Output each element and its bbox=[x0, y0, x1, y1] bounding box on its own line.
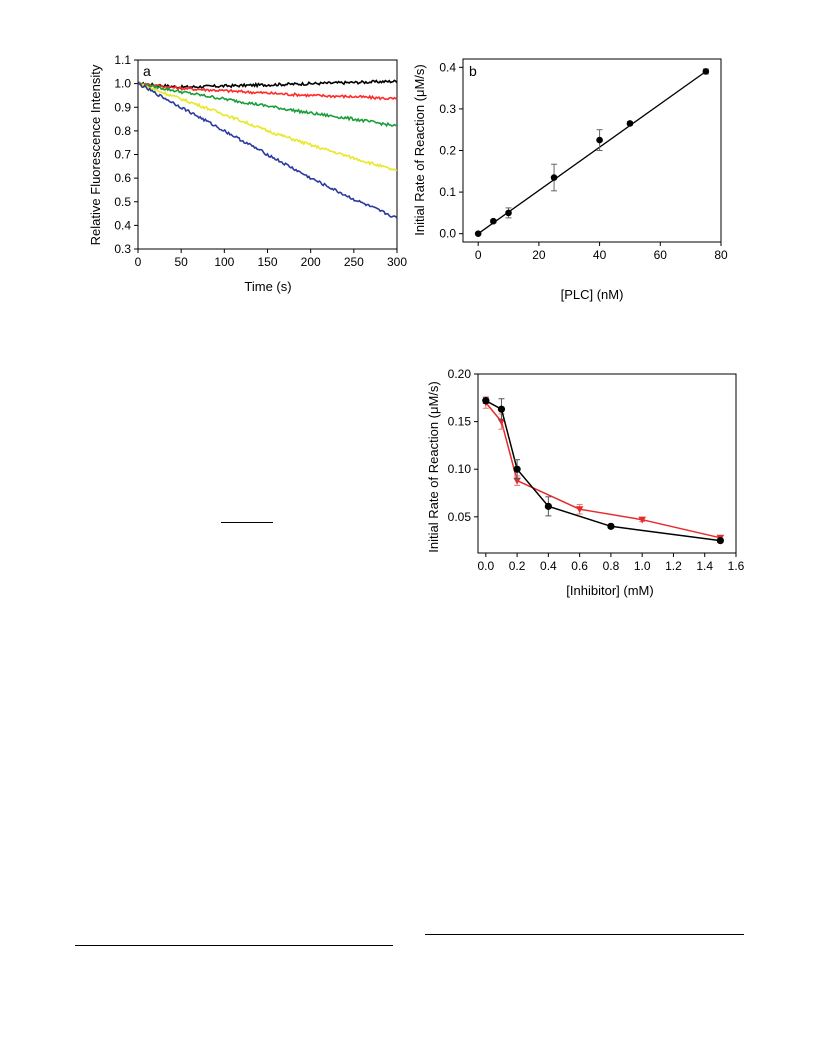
y-tick-label: 0.3 bbox=[114, 242, 131, 256]
x-tick-label: 1.0 bbox=[634, 559, 651, 573]
data-point bbox=[474, 230, 482, 237]
divider-bottom-right bbox=[425, 934, 744, 935]
x-tick-label: 1.4 bbox=[696, 559, 713, 573]
x-tick-label: 100 bbox=[214, 255, 234, 269]
x-tick-label: 0.8 bbox=[603, 559, 620, 573]
y-tick-label: 0.9 bbox=[114, 100, 131, 114]
y-tick-label: 0.0 bbox=[439, 227, 456, 241]
x-axis-label: Time (s) bbox=[244, 279, 291, 294]
y-tick-label: 0.8 bbox=[114, 124, 131, 138]
data-point bbox=[702, 68, 710, 75]
trace-line-4 bbox=[137, 82, 398, 219]
data-point bbox=[497, 405, 506, 413]
x-tick-group: 0 50 100 150 200 250 300 bbox=[135, 249, 407, 269]
x-tick-label: 20 bbox=[532, 248, 546, 262]
data-point bbox=[544, 502, 552, 510]
y-tick-label: 1.0 bbox=[114, 77, 131, 91]
y-tick-group: 0.0 0.1 0.2 0.3 0.4 bbox=[439, 60, 463, 241]
plot-frame bbox=[477, 373, 737, 554]
x-tick-label: 0 bbox=[135, 255, 142, 269]
y-tick-label: 0.4 bbox=[114, 218, 131, 232]
x-axis-label: [PLC] (nM) bbox=[561, 287, 624, 302]
y-tick-label: 0.3 bbox=[439, 102, 456, 116]
y-tick-label: 0.6 bbox=[114, 171, 131, 185]
data-point bbox=[550, 174, 558, 181]
y-tick-label: 0.20 bbox=[448, 367, 472, 381]
series-group bbox=[474, 68, 710, 237]
x-tick-label: 0.0 bbox=[477, 559, 494, 573]
data-point bbox=[482, 397, 490, 405]
x-tick-label: 50 bbox=[174, 255, 188, 269]
data-point bbox=[596, 136, 603, 144]
y-tick-label: 0.1 bbox=[439, 185, 456, 199]
x-tick-label: 0.6 bbox=[571, 559, 588, 573]
fit-line bbox=[477, 70, 707, 235]
x-tick-label: 0.2 bbox=[509, 559, 526, 573]
y-tick-label: 0.10 bbox=[448, 462, 472, 476]
series-line-1 bbox=[485, 402, 721, 539]
data-point bbox=[607, 522, 615, 530]
data-point bbox=[490, 217, 497, 225]
data-point bbox=[716, 537, 724, 545]
x-tick-group: 0.0 0.2 0.4 0.6 0.8 1.0 1.2 1.4 1.6 bbox=[477, 553, 745, 573]
x-tick-label: 1.2 bbox=[665, 559, 682, 573]
y-tick-group: 0.3 0.4 0.5 0.6 0.7 0.8 0.9 1.0 1.1 bbox=[114, 53, 138, 256]
y-tick-label: 0.5 bbox=[114, 195, 131, 209]
x-tick-label: 150 bbox=[257, 255, 277, 269]
panel-letter-b: b bbox=[469, 63, 477, 79]
panel-letter-a: a bbox=[143, 63, 151, 79]
divider-short bbox=[221, 522, 273, 523]
y-tick-label: 0.05 bbox=[448, 510, 472, 524]
y-tick-label: 0.7 bbox=[114, 148, 131, 162]
data-point bbox=[575, 506, 584, 514]
trace-line-1 bbox=[137, 81, 398, 101]
x-tick-label: 60 bbox=[654, 248, 668, 262]
trace-line-2 bbox=[137, 82, 398, 128]
series-group bbox=[137, 79, 398, 219]
x-tick-label: 250 bbox=[344, 255, 364, 269]
x-tick-label: 1.6 bbox=[728, 559, 745, 573]
x-tick-label: 200 bbox=[301, 255, 321, 269]
data-point bbox=[513, 465, 521, 473]
data-point bbox=[497, 418, 506, 426]
fit-line-group bbox=[477, 70, 707, 235]
y-tick-label: 1.1 bbox=[114, 53, 131, 67]
x-tick-label: 300 bbox=[387, 255, 407, 269]
y-tick-label: 0.15 bbox=[448, 415, 472, 429]
data-point bbox=[513, 477, 521, 485]
x-tick-label: 0 bbox=[475, 248, 482, 262]
data-point bbox=[638, 516, 646, 524]
y-tick-label: 0.2 bbox=[439, 144, 456, 158]
x-tick-label: 80 bbox=[714, 248, 728, 262]
y-axis-label: Initial Rate of Reaction (μM/s) bbox=[426, 381, 441, 553]
series-line-0 bbox=[485, 400, 721, 542]
x-tick-group: 0 20 40 60 80 bbox=[475, 242, 728, 262]
y-axis-label: Initial Rate of Reaction (μM/s) bbox=[412, 64, 427, 236]
x-tick-label: 0.4 bbox=[540, 559, 557, 573]
x-tick-label: 40 bbox=[593, 248, 607, 262]
y-tick-group: 0.05 0.10 0.15 0.20 bbox=[448, 367, 478, 524]
series-group bbox=[482, 396, 725, 545]
data-point bbox=[626, 120, 634, 127]
y-axis-label: Relative Fluorescence Intensity bbox=[88, 64, 103, 245]
trace-line-3 bbox=[137, 82, 398, 172]
y-tick-label: 0.4 bbox=[439, 60, 456, 74]
x-axis-label: [Inhibitor] (mM) bbox=[566, 583, 653, 598]
data-point bbox=[505, 209, 512, 217]
divider-bottom-left bbox=[75, 945, 393, 946]
